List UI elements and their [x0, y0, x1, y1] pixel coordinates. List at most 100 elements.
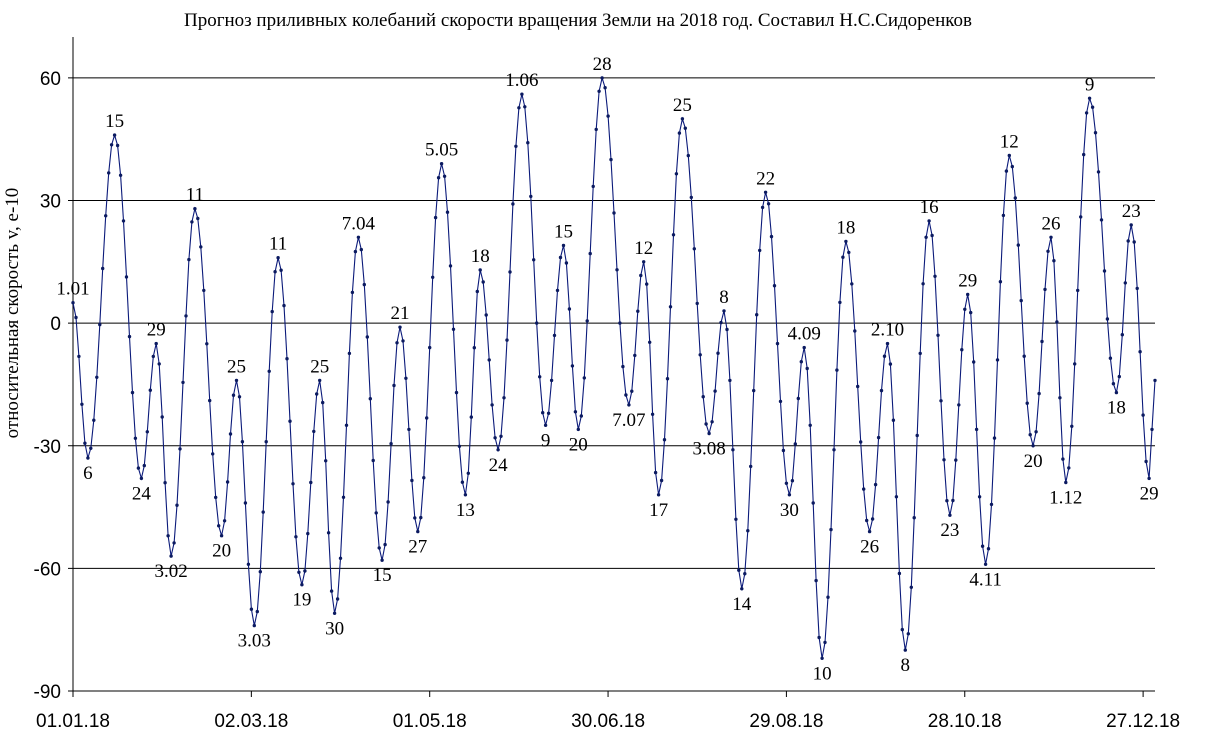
data-point — [695, 301, 699, 306]
data-point — [169, 554, 173, 558]
extremum-label: 8 — [901, 655, 911, 676]
daily-points — [71, 76, 1157, 660]
data-point — [347, 351, 352, 356]
data-point — [89, 446, 93, 450]
data-point — [719, 320, 723, 325]
data-point — [478, 268, 482, 272]
data-point — [142, 463, 146, 468]
data-point — [104, 214, 108, 218]
data-point — [214, 495, 218, 500]
data-point — [1004, 169, 1009, 173]
data-point — [294, 535, 298, 539]
x-tick-label: 01.05.18 — [393, 711, 467, 732]
data-point — [692, 247, 696, 251]
data-point — [329, 589, 334, 593]
data-point — [431, 275, 435, 279]
data-point — [109, 143, 114, 147]
data-point — [401, 339, 405, 343]
data-point — [309, 480, 313, 485]
data-point — [951, 498, 955, 503]
data-point — [966, 292, 970, 297]
data-point — [371, 458, 375, 463]
data-point — [428, 345, 432, 350]
data-point — [680, 117, 685, 121]
data-point — [894, 495, 899, 499]
data-point — [969, 310, 973, 315]
data-point — [487, 358, 491, 362]
data-point — [377, 546, 381, 550]
extremum-label: 11 — [269, 234, 287, 255]
data-point — [847, 250, 851, 255]
data-point — [211, 452, 215, 456]
data-point — [514, 144, 518, 148]
data-point — [734, 517, 738, 521]
extremum-label: 5.05 — [425, 140, 458, 161]
extremum-labels: 1.01 6 15 24 29 3.02 11 20 25 3.03 11 19 25 30 7.04 15 2… — [56, 54, 1158, 684]
data-point — [1132, 240, 1136, 244]
data-point — [564, 261, 569, 265]
x-tick-label: 27.12.18 — [1106, 711, 1180, 732]
extremum-label: 15 — [554, 222, 573, 243]
data-point — [704, 422, 708, 426]
data-point — [225, 480, 230, 484]
extremum-label: 23 — [940, 520, 959, 541]
data-point — [148, 388, 152, 392]
data-point — [618, 321, 622, 325]
data-point — [433, 215, 438, 220]
data-point — [1010, 164, 1014, 169]
data-point — [234, 378, 239, 383]
extremum-label: 3.03 — [238, 631, 271, 652]
data-point — [769, 234, 774, 239]
data-point — [98, 322, 102, 327]
data-point — [936, 333, 940, 337]
data-point — [1123, 281, 1128, 285]
data-point — [368, 397, 372, 401]
data-point — [820, 656, 824, 660]
data-point — [181, 380, 185, 385]
data-point — [671, 233, 676, 237]
extremum-label: 30 — [780, 500, 799, 521]
data-point — [523, 105, 527, 109]
data-point — [529, 194, 533, 199]
extremum-label: 11 — [186, 185, 204, 206]
data-point — [588, 251, 592, 256]
x-tick-label: 30.06.18 — [571, 711, 645, 732]
data-point — [856, 384, 860, 389]
data-point — [888, 362, 893, 366]
data-point — [891, 418, 896, 422]
data-point — [1090, 105, 1095, 109]
data-point — [95, 375, 99, 379]
data-point — [436, 176, 441, 180]
data-point — [561, 243, 566, 248]
data-point — [228, 432, 233, 436]
data-point — [457, 444, 462, 448]
data-point — [749, 464, 753, 469]
data-point — [86, 456, 90, 460]
data-point — [460, 480, 465, 484]
data-point — [184, 314, 188, 318]
data-point — [71, 301, 75, 305]
data-point — [1064, 480, 1068, 485]
data-point — [383, 542, 387, 547]
data-point — [318, 378, 322, 383]
data-point — [1135, 286, 1139, 291]
data-point — [196, 216, 200, 221]
data-point — [627, 403, 631, 407]
data-point — [502, 396, 506, 400]
data-point — [118, 173, 123, 177]
data-point — [321, 400, 325, 405]
data-point — [1019, 298, 1023, 303]
data-point — [499, 434, 503, 438]
data-point — [1120, 333, 1125, 337]
data-point — [927, 219, 931, 223]
data-point — [448, 264, 453, 268]
data-point — [74, 315, 78, 320]
data-point — [662, 438, 667, 442]
data-point — [784, 481, 789, 485]
data-point — [612, 211, 616, 215]
data-point — [252, 623, 256, 628]
data-point — [906, 632, 910, 636]
data-point — [261, 510, 265, 514]
data-point — [166, 534, 170, 538]
data-point — [766, 202, 771, 206]
